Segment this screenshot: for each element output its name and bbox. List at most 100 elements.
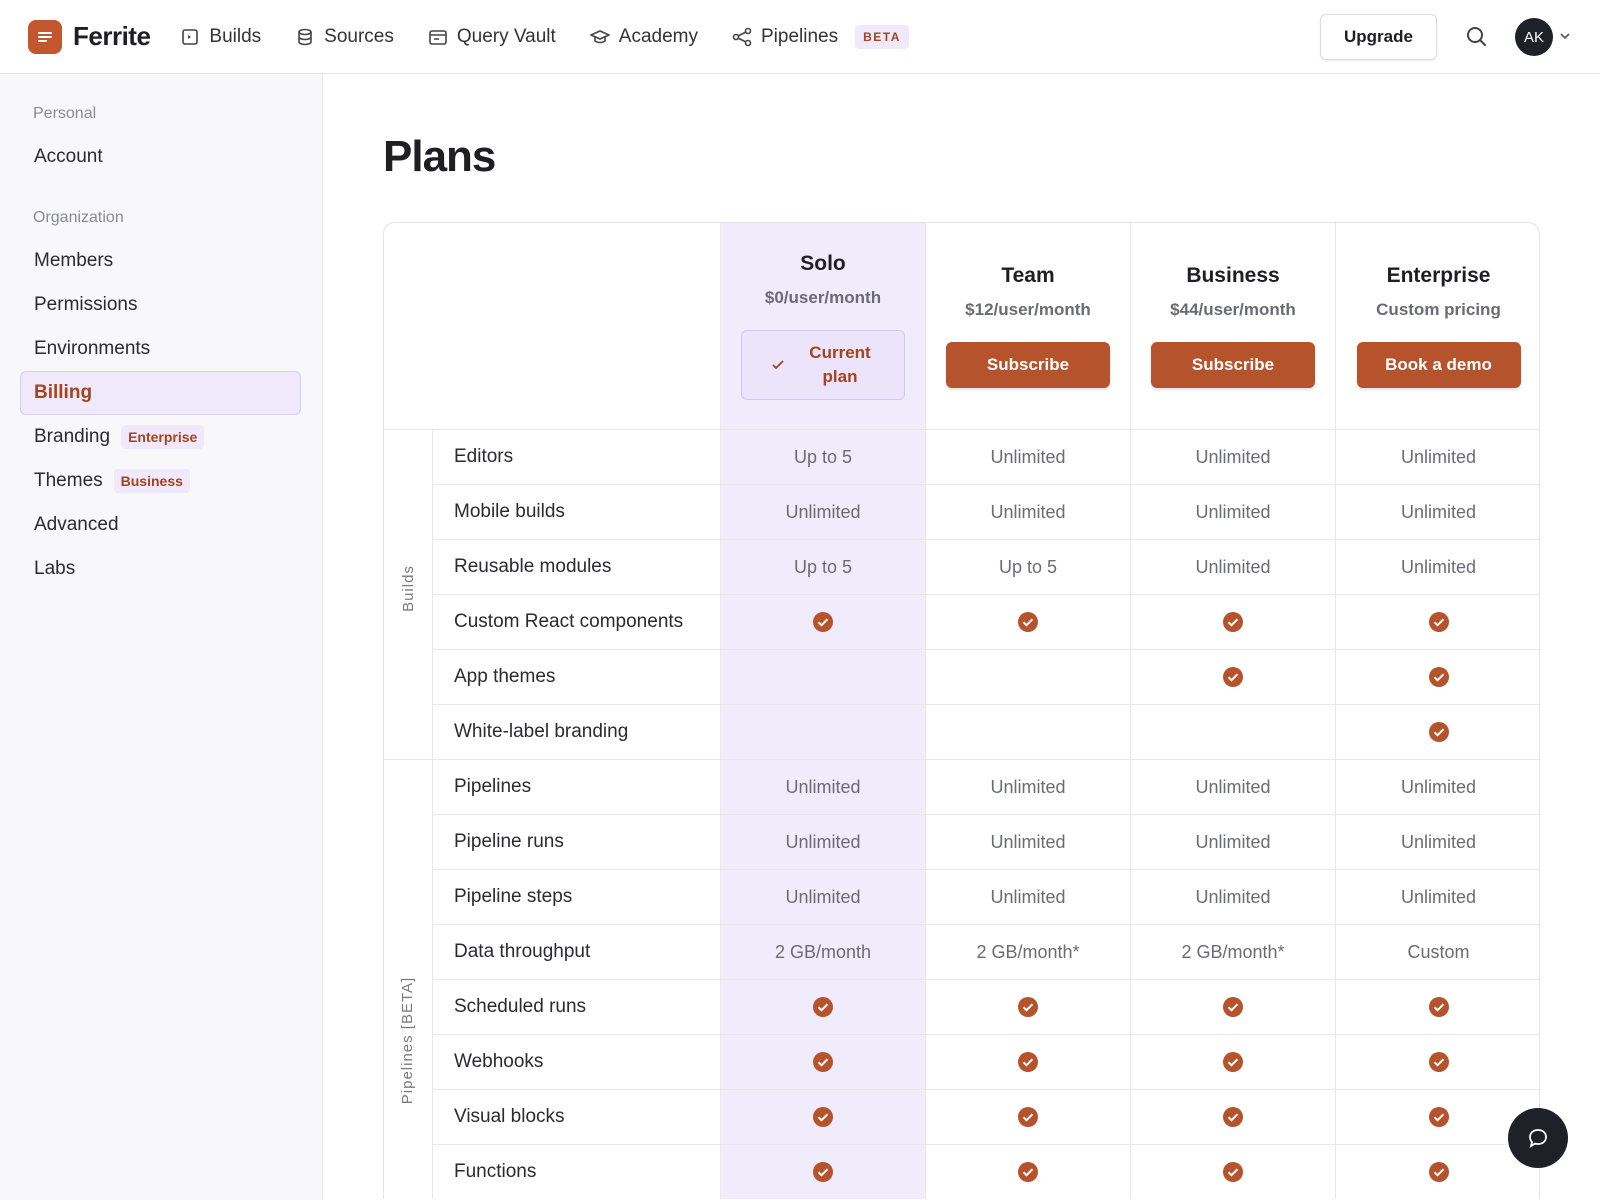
included-check <box>1017 1051 1039 1073</box>
page-title: Plans <box>383 132 496 181</box>
plan-header: Solo $0/user/month Current plan <box>720 223 925 429</box>
nav-label: Query Vault <box>456 25 556 47</box>
feature-value: Unlimited <box>925 484 1130 539</box>
included-check <box>1222 996 1244 1018</box>
sidebar-item[interactable]: Billing <box>20 371 301 415</box>
nav-link[interactable]: Academy <box>589 25 698 49</box>
included-check <box>1428 611 1450 633</box>
sidebar-badge: Enterprise <box>121 425 205 449</box>
section-label: Pipelines [BETA] <box>399 976 417 1105</box>
nav-link[interactable]: Query Vault <box>428 25 556 49</box>
feature-cell <box>1130 594 1335 649</box>
plan-action: Book a demo <box>1385 355 1492 374</box>
feature-value: Unlimited <box>1130 484 1335 539</box>
section-label-cell: Pipelines [BETA] <box>384 759 433 1199</box>
included-check <box>1222 1051 1244 1073</box>
included-check <box>1222 1161 1244 1183</box>
included-check <box>812 1106 834 1128</box>
feature-value: Unlimited <box>1335 539 1539 594</box>
feature-name: Pipelines <box>433 759 720 814</box>
header-blank <box>384 223 720 429</box>
feature-name: Reusable modules <box>433 539 720 594</box>
plan-button[interactable]: Subscribe <box>946 342 1110 388</box>
nav-links: Builds Sources Query Vault Academy Pipelines… <box>180 24 942 49</box>
nav-label: Academy <box>618 25 698 47</box>
feature-value: Up to 5 <box>925 539 1130 594</box>
feature-name: Pipeline runs <box>433 814 720 869</box>
plan-button[interactable]: Subscribe <box>1151 342 1315 388</box>
current-plan-badge: Current plan <box>741 330 905 400</box>
feature-cell <box>720 979 925 1034</box>
nav-link[interactable]: Builds <box>180 25 261 49</box>
feature-name: Data throughput <box>433 924 720 979</box>
sidebar-item-label: Environments <box>34 338 151 359</box>
check-icon <box>772 360 784 370</box>
nav-link[interactable]: Sources <box>295 25 394 49</box>
feature-value: Unlimited <box>1130 869 1335 924</box>
chat-button[interactable] <box>1508 1108 1568 1168</box>
feature-name: Webhooks <box>433 1034 720 1089</box>
sidebar-item[interactable]: Labs <box>20 547 301 591</box>
feature-value: 2 GB/month* <box>925 924 1130 979</box>
included-check <box>812 611 834 633</box>
plan-action: Subscribe <box>1191 355 1275 374</box>
included-check <box>1222 611 1244 633</box>
nav-label: Sources <box>324 25 394 47</box>
sidebar-item[interactable]: Account <box>20 135 301 179</box>
section-label: Builds <box>399 565 417 612</box>
plan-price: $12/user/month <box>965 300 1091 319</box>
avatar[interactable]: AK <box>1515 18 1553 56</box>
nav-link[interactable]: Pipelines BETA <box>732 24 909 49</box>
feature-name: Pipeline steps <box>433 869 720 924</box>
plan-name: Team <box>1001 264 1055 287</box>
sidebar-item[interactable]: Environments <box>20 327 301 371</box>
feature-cell <box>1335 1034 1539 1089</box>
logo[interactable] <box>28 19 62 54</box>
nav-icon <box>298 28 312 45</box>
nav-icon <box>429 29 447 45</box>
nav-icon <box>732 27 752 46</box>
sidebar-group-label: Personal <box>33 105 97 122</box>
plan-header: Business $44/user/month Subscribe <box>1130 223 1335 429</box>
feature-cell <box>925 594 1130 649</box>
avatar-menu-chevron[interactable] <box>1559 31 1571 41</box>
feature-value: Unlimited <box>1130 539 1335 594</box>
feature-cell <box>1335 1144 1539 1199</box>
sidebar-item[interactable]: Permissions <box>20 283 301 327</box>
feature-cell <box>1130 1034 1335 1089</box>
included-check <box>1428 1106 1450 1128</box>
feature-value: Unlimited <box>1335 869 1539 924</box>
sidebar-item-label: Advanced <box>34 514 119 535</box>
feature-cell <box>1335 704 1539 759</box>
plan-button[interactable]: Book a demo <box>1356 342 1521 388</box>
feature-cell <box>925 1034 1130 1089</box>
included-check <box>1222 1106 1244 1128</box>
sidebar-item[interactable]: Themes Business <box>20 459 301 503</box>
search-icon[interactable] <box>1466 26 1488 48</box>
sidebar-item-label: Labs <box>34 558 76 579</box>
plan-name: Enterprise <box>1386 264 1491 287</box>
feature-cell <box>720 704 925 759</box>
feature-value: Up to 5 <box>720 429 925 484</box>
feature-cell <box>1130 704 1335 759</box>
included-check <box>1428 1051 1450 1073</box>
feature-value: Unlimited <box>925 869 1130 924</box>
feature-value: Unlimited <box>1130 429 1335 484</box>
sidebar-item[interactable]: Members <box>20 239 301 283</box>
feature-value: Unlimited <box>720 484 925 539</box>
sidebar-item[interactable]: Branding Enterprise <box>20 415 301 459</box>
upgrade-button[interactable]: Upgrade <box>1320 14 1437 60</box>
included-check <box>1428 1161 1450 1183</box>
feature-value: 2 GB/month <box>720 924 925 979</box>
feature-value: 2 GB/month* <box>1130 924 1335 979</box>
feature-value: Custom <box>1335 924 1539 979</box>
feature-cell <box>1130 1144 1335 1199</box>
brand[interactable]: Ferrite <box>73 21 151 51</box>
feature-cell <box>1335 979 1539 1034</box>
feature-value: Unlimited <box>1335 814 1539 869</box>
plan-action: Current plan <box>809 343 871 386</box>
plan-name: Solo <box>800 252 846 275</box>
nav-icon <box>182 28 199 45</box>
sidebar-item[interactable]: Advanced <box>20 503 301 547</box>
feature-name: Scheduled runs <box>433 979 720 1034</box>
